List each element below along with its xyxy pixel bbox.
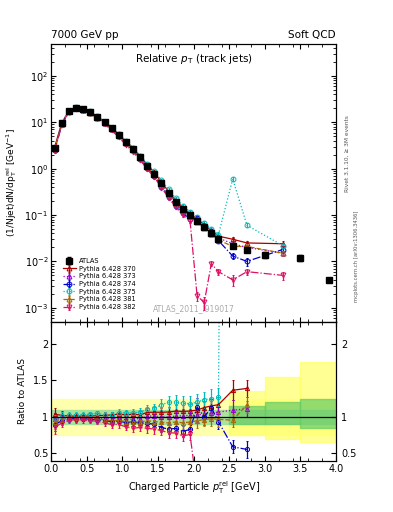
Text: Soft QCD: Soft QCD <box>288 30 336 40</box>
Text: ATLAS_2011_I919017: ATLAS_2011_I919017 <box>152 304 235 313</box>
Text: Rivet 3.1.10, ≥ 3M events: Rivet 3.1.10, ≥ 3M events <box>345 115 350 192</box>
Legend: ATLAS, Pythia 6.428 370, Pythia 6.428 373, Pythia 6.428 374, Pythia 6.428 375, P: ATLAS, Pythia 6.428 370, Pythia 6.428 37… <box>60 255 138 313</box>
Text: mcplots.cern.ch [arXiv:1306.3436]: mcplots.cern.ch [arXiv:1306.3436] <box>354 210 359 302</box>
Bar <box>229 406 265 424</box>
Y-axis label: Ratio to ATLAS: Ratio to ATLAS <box>18 358 28 424</box>
X-axis label: Charged Particle $p_{\rm T}^{\rm rel}$ [GeV]: Charged Particle $p_{\rm T}^{\rm rel}$ [… <box>127 479 260 496</box>
Bar <box>300 398 336 428</box>
Bar <box>51 398 336 435</box>
Y-axis label: (1/Njet)dN/dp$^{\rm rel}_{\rm T}$ [GeV$^{-1}$]: (1/Njet)dN/dp$^{\rm rel}_{\rm T}$ [GeV$^… <box>4 128 19 237</box>
Bar <box>51 410 336 424</box>
Bar <box>265 402 300 424</box>
Bar <box>229 391 265 435</box>
Text: Relative $p_{\rm T}$ (track jets): Relative $p_{\rm T}$ (track jets) <box>135 52 252 66</box>
Text: 7000 GeV pp: 7000 GeV pp <box>51 30 119 40</box>
Bar <box>300 362 336 442</box>
Bar <box>265 377 300 439</box>
